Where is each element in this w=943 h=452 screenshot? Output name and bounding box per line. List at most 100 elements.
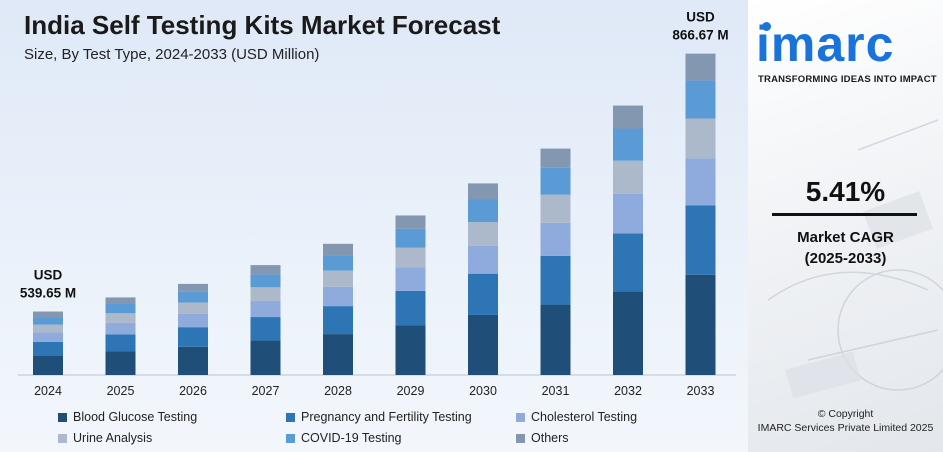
total-annotation-2033-line2: 866.67 M [672, 28, 728, 43]
bar-segment-2032-4 [613, 128, 643, 161]
bar-segment-2026-4 [178, 291, 208, 303]
bar-segment-2028-5 [323, 243, 353, 256]
bar-segment-2024-1 [33, 341, 63, 356]
legend-swatch [516, 433, 525, 443]
chart-legend: Blood Glucose Testing Pregnancy and Ferti… [58, 410, 708, 452]
copyright-line2: IMARC Services Private Limited 2025 [757, 422, 934, 434]
x-tick-label: 2030 [469, 384, 497, 398]
bar-segment-2025-0 [105, 351, 136, 375]
bar-segment-2025-1 [105, 334, 136, 352]
cagr-label: Market CAGR (2025-2033) [748, 227, 943, 269]
cagr-label-line1: Market CAGR [797, 229, 894, 246]
bar-segment-2033-3 [685, 118, 716, 159]
x-tick-label: 2024 [34, 384, 62, 398]
copyright-line1: © Copyright [817, 408, 874, 420]
legend-item: Blood Glucose Testing [58, 410, 197, 424]
bar-segment-2033-5 [685, 53, 716, 81]
legend-swatch [516, 412, 525, 422]
x-tick-label: 2031 [542, 384, 570, 398]
cagr-value: 5.41% [805, 176, 886, 207]
x-tick-label: 2028 [324, 384, 352, 398]
bar-segment-2032-1 [613, 233, 643, 292]
bar-segment-2027-3 [250, 287, 281, 301]
bar-segment-2028-1 [323, 306, 353, 335]
bar-segment-2031-5 [540, 148, 571, 168]
bar-segment-2025-4 [105, 304, 136, 314]
bar-segment-2028-0 [323, 334, 353, 375]
bar-segment-2025-2 [105, 322, 136, 335]
legend-swatch [58, 433, 67, 443]
legend-label: Urine Analysis [73, 431, 153, 445]
bar-segment-2026-0 [178, 346, 208, 375]
stacked-bar-chart: 2024 2025 2026 2027 2028 2029 2030 2031 2032 2033… [18, 10, 736, 398]
bar-segment-2028-4 [323, 255, 353, 271]
bar-segment-2027-0 [250, 340, 281, 375]
x-tick-label: 2029 [397, 384, 425, 398]
logo-dot [762, 22, 771, 31]
bar-segment-2032-3 [613, 160, 643, 194]
bar-segment-2029-1 [395, 290, 426, 326]
x-tick-label: 2027 [252, 384, 280, 398]
bar-segment-2026-3 [178, 302, 208, 314]
bar-segment-2029-3 [395, 247, 426, 268]
x-tick-label: 2025 [107, 384, 135, 398]
bar-segment-2030-5 [468, 183, 498, 200]
bar-segment-2033-1 [685, 205, 716, 275]
logo-tagline: TRANSFORMING IDEAS INTO IMPACT [758, 74, 937, 85]
bar-segment-2024-2 [33, 332, 63, 342]
legend-item: Cholesterol Testing [516, 410, 637, 424]
cagr-divider [772, 213, 917, 216]
bar-segment-2029-2 [395, 267, 426, 291]
bar-segment-2029-4 [395, 228, 426, 248]
bar-segment-2024-0 [33, 355, 63, 375]
imarc-logo: imarc TRANSFORMING IDEAS INTO IMPACT [756, 14, 937, 94]
legend-swatch [286, 433, 295, 443]
x-tick-label: 2026 [179, 384, 207, 398]
legend-item: Others [516, 431, 569, 445]
legend-label: Pregnancy and Fertility Testing [301, 410, 472, 424]
bar-segment-2028-2 [323, 286, 353, 307]
bar-segment-2030-3 [468, 222, 498, 246]
bar-segment-2027-4 [250, 274, 281, 288]
bar-segment-2030-4 [468, 199, 498, 223]
x-tick-label: 2033 [687, 384, 715, 398]
legend-swatch [286, 412, 295, 422]
bar-segment-2024-5 [33, 311, 63, 318]
bar-segment-2031-3 [540, 194, 571, 223]
bar-segment-2032-2 [613, 193, 643, 234]
bar-segment-2025-5 [105, 297, 136, 305]
bar-segment-2030-2 [468, 245, 498, 274]
legend-item: Urine Analysis [58, 431, 152, 445]
bar-segment-2033-0 [685, 274, 716, 375]
bar-segment-2031-0 [540, 304, 571, 375]
bar-segment-2031-1 [540, 255, 571, 305]
legend-label: COVID-19 Testing [301, 431, 402, 445]
cagr-label-line2: (2025-2033) [804, 250, 887, 267]
bar-segment-2026-1 [178, 327, 208, 347]
bar-segment-2033-2 [685, 158, 716, 206]
bar-segment-2026-5 [178, 283, 208, 292]
chart-title: India Self Testing Kits Market Forecast [24, 10, 501, 40]
bar-segment-2029-5 [395, 215, 426, 229]
decorative-background-graphic [767, 119, 943, 399]
legend-item: COVID-19 Testing [286, 431, 402, 445]
bar-segment-2030-1 [468, 273, 498, 315]
bar-segment-2029-0 [395, 325, 426, 375]
bar-segment-2025-3 [105, 313, 136, 323]
x-tick-label: 2032 [614, 384, 642, 398]
bar-segment-2028-3 [323, 270, 353, 287]
bar-segment-2024-3 [33, 324, 63, 333]
bar-segment-2027-2 [250, 300, 281, 318]
bar-segment-2033-4 [685, 80, 716, 119]
bar-segment-2024-4 [33, 317, 63, 325]
total-annotation-2024-line2: 539.65 M [20, 286, 76, 301]
bar-segment-2030-0 [468, 314, 498, 375]
legend-item: Pregnancy and Fertility Testing [286, 410, 472, 424]
bar-segment-2031-4 [540, 167, 571, 195]
bar-segment-2032-5 [613, 105, 643, 129]
logo-text: imarc [756, 16, 895, 72]
bar-segment-2032-0 [613, 291, 643, 375]
bar-segment-2031-2 [540, 222, 571, 256]
total-annotation-2024-line1: USD [34, 268, 63, 283]
legend-label: Blood Glucose Testing [73, 410, 198, 424]
